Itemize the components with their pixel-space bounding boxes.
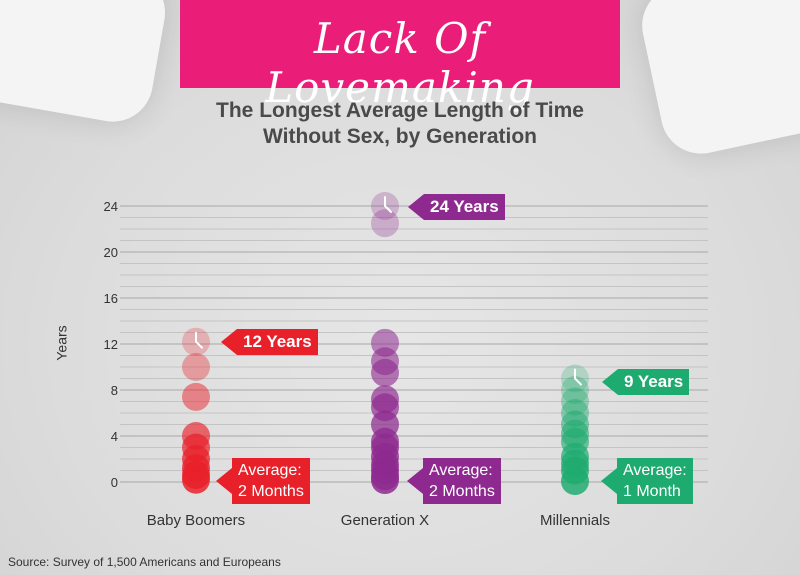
y-tick-label: 4 [111,429,118,444]
average-label: Average: [238,462,302,479]
clock-hands-icon [384,196,392,213]
category-label: Generation X [340,512,430,529]
clock-hands-icon [195,331,203,349]
data-point [561,467,589,496]
y-tick-label: 8 [111,383,118,398]
y-tick-label: 16 [104,291,118,306]
data-point [371,466,399,495]
max-callout-generation-x: 24 Years [408,194,505,220]
average-callout-generation-x: Average: 2 Months [407,458,501,504]
title-banner: Lack Of Lovemaking [180,0,620,112]
data-point [561,387,589,416]
data-point [561,376,589,404]
average-value: 2 Months [238,483,304,500]
subtitle-line-1: The Longest Average Length of Time [216,99,584,122]
average-label: Average: [429,462,493,479]
y-tick-label: 20 [104,245,118,260]
data-point [182,382,210,411]
max-callout-millennials: 9 Years [601,369,690,395]
data-point [182,465,210,494]
subtitle-line-2: Without Sex, by Generation [262,125,537,148]
category-label: Baby Boomers [146,512,246,529]
average-value: 1 Month [623,483,681,500]
data-point [371,358,399,387]
y-axis-label: Years [53,325,70,361]
average-callout-millennials: Average: 1 Month [601,458,693,504]
max-callout-baby-boomers: 12 Years [221,329,318,355]
chart-subtitle: The Longest Average Length of Time Witho… [0,98,800,150]
clock-hands-icon [574,368,582,386]
average-callout-baby-boomers: Average: 2 Months [216,458,310,504]
y-tick-label: 12 [104,337,118,352]
banner-title: Lack Of Lovemaking [265,14,535,112]
source-note: Source: Survey of 1,500 Americans and Eu… [8,555,281,569]
y-tick-label: 0 [111,475,118,490]
average-label: Average: [623,462,687,479]
category-label: Millennials [539,512,611,529]
data-point [371,209,399,238]
average-value: 2 Months [429,483,495,500]
y-tick-label: 24 [104,199,118,214]
data-point [182,353,210,381]
